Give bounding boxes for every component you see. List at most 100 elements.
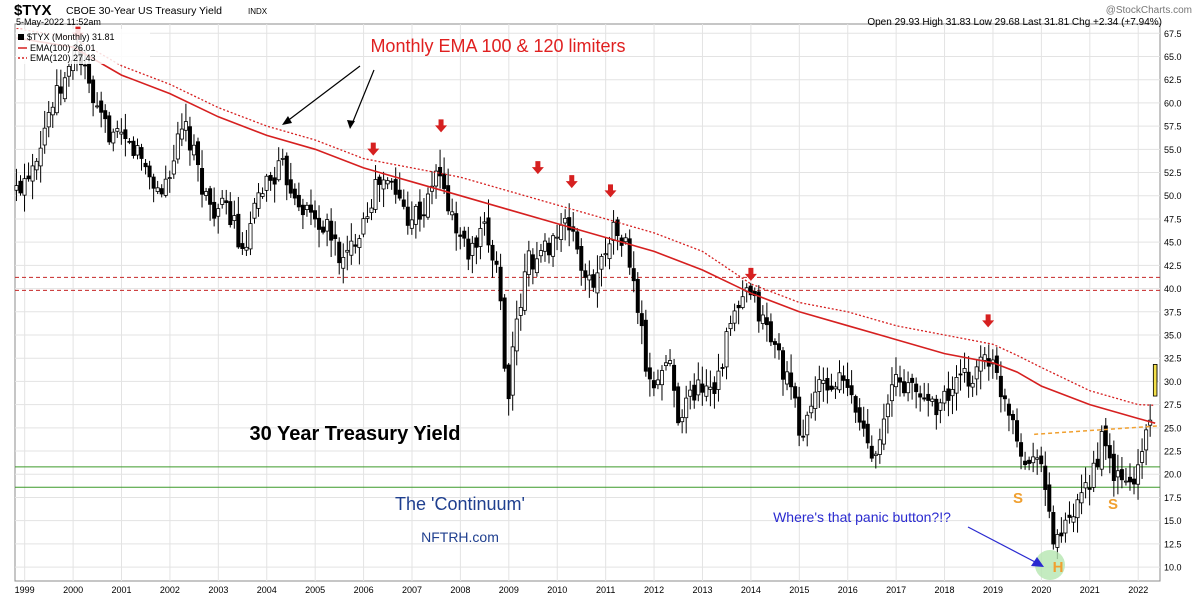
x-tick-label: 2009 <box>499 585 519 595</box>
candle-body <box>764 317 769 326</box>
candle-body <box>716 370 721 390</box>
candle-body <box>26 175 31 180</box>
candle-body <box>627 238 632 268</box>
candle-body <box>1002 395 1007 400</box>
candle-body <box>478 228 483 247</box>
exchange: INDX <box>248 7 268 16</box>
candle-body <box>797 396 802 436</box>
candle-body <box>284 155 289 186</box>
candle-body <box>950 389 955 397</box>
candle-body <box>595 272 600 294</box>
y-tick-label: 10.0 <box>1164 563 1182 573</box>
candle-body <box>490 244 495 261</box>
candle-body <box>829 385 834 390</box>
y-tick-label: 45.0 <box>1164 238 1182 248</box>
low-highlight-circle <box>1035 550 1065 580</box>
down-arrow <box>531 161 544 175</box>
x-tick-label: 2002 <box>160 585 180 595</box>
candle-body <box>1107 445 1112 459</box>
candle-body <box>538 250 543 257</box>
panic-label: Where's that panic button?!? <box>773 509 951 525</box>
candle-body <box>865 423 870 444</box>
candle-body <box>873 453 878 456</box>
candle-body <box>200 168 205 195</box>
candle-body <box>551 235 556 257</box>
candle-body <box>712 382 717 394</box>
candle-body <box>918 393 923 398</box>
pointer-arrowhead-2 <box>347 120 355 129</box>
candle-body <box>66 65 71 77</box>
legend-ema100: EMA(100) 26.01 <box>30 43 96 53</box>
candle-body <box>446 185 451 212</box>
candle-body <box>910 377 915 383</box>
candle-body <box>99 100 104 113</box>
candle-body <box>789 372 794 388</box>
y-tick-label: 27.5 <box>1164 400 1182 410</box>
candle-body <box>111 131 116 144</box>
candle-body <box>825 378 830 391</box>
candle-body <box>914 383 919 393</box>
candle-body <box>615 219 620 237</box>
candle-body <box>542 240 547 252</box>
candle-body <box>833 386 838 390</box>
candle-body <box>926 393 931 401</box>
candle-body <box>232 215 237 221</box>
candle-body <box>220 197 225 205</box>
candle-body <box>748 285 753 296</box>
candle-body <box>204 191 209 196</box>
candle-body <box>167 177 172 180</box>
candle-body <box>208 188 213 205</box>
candle-body <box>1047 484 1052 512</box>
site-label: NFTRH.com <box>421 529 499 545</box>
down-arrow <box>604 184 617 198</box>
candle-body <box>224 200 229 204</box>
candle-body <box>881 418 886 445</box>
candle-body <box>103 110 108 120</box>
candle-body <box>345 249 350 253</box>
quote-bar: Open 29.93 High 31.83 Low 29.68 Last 31.… <box>867 17 1162 28</box>
down-arrow <box>367 142 380 156</box>
candle-body <box>603 253 608 256</box>
candle-body <box>381 179 386 190</box>
x-axis: 1999 2000 2001 2002 2003 2004 2005 2006 2007 2008… <box>15 585 1149 595</box>
candle-body <box>700 383 705 393</box>
horizontal-levels <box>15 276 1160 488</box>
candle-body <box>434 170 439 187</box>
x-tick-label: 2008 <box>450 585 470 595</box>
candle-body <box>1095 458 1100 468</box>
candle-body <box>260 193 265 197</box>
candle-body <box>1051 512 1056 545</box>
candle-body <box>1059 532 1064 537</box>
candle-body <box>522 271 527 311</box>
candlestick-series <box>14 33 1158 560</box>
x-tick-label: 2018 <box>935 585 955 595</box>
candle-body <box>1091 462 1096 488</box>
candle-body <box>643 319 648 372</box>
candle-body <box>680 417 685 423</box>
candle-body <box>1071 516 1076 523</box>
candle-body <box>982 354 987 361</box>
candle-body <box>704 385 709 397</box>
candle-body <box>1115 470 1120 478</box>
candle-body <box>333 234 338 239</box>
candle-body <box>240 243 245 249</box>
candle-body <box>369 207 374 213</box>
candle-body <box>308 204 313 213</box>
candle-body <box>659 370 664 386</box>
x-tick-label: 1999 <box>15 585 35 595</box>
candle-body <box>958 373 963 376</box>
candle-body <box>688 389 693 397</box>
candle-body <box>1055 534 1060 548</box>
candle-body <box>159 188 164 195</box>
candle-body <box>317 217 322 230</box>
candle-body <box>163 178 168 196</box>
candle-body <box>119 131 124 135</box>
candle-body <box>1083 482 1088 489</box>
y-tick-label: 15.0 <box>1164 516 1182 526</box>
candle-body <box>623 237 628 243</box>
candle-body <box>724 331 729 368</box>
candle-body <box>1103 425 1108 447</box>
ema-lines <box>16 27 1156 424</box>
x-tick-label: 2001 <box>111 585 131 595</box>
y-tick-label: 37.5 <box>1164 307 1182 317</box>
